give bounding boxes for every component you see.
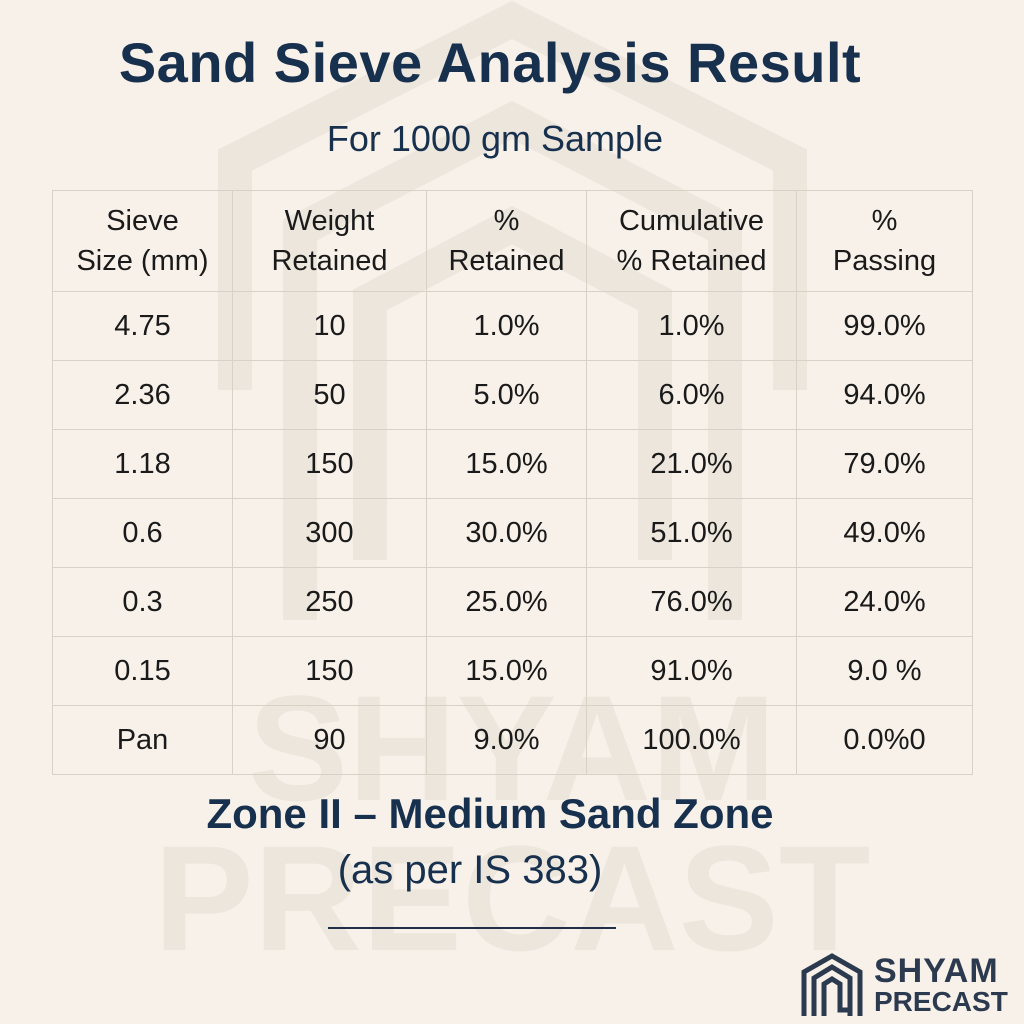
header-line: Weight (284, 205, 375, 237)
cell-sieve-size: 1.18 (52, 429, 233, 499)
header-line: Cumulative (618, 205, 765, 237)
table-row: 0.15 150 15.0% 91.0% 9.0 % (52, 636, 973, 706)
header-line: Retained (271, 245, 388, 277)
cell-percent-passing: 99.0% (796, 291, 973, 361)
cell-cumulative-retained: 1.0% (586, 291, 797, 361)
cell-percent-retained: 30.0% (426, 498, 587, 568)
divider-line (328, 927, 616, 929)
cell-cumulative-retained: 76.0% (586, 567, 797, 637)
logo-text-line2: PRECAST (874, 986, 1008, 1017)
cell-weight-retained: 300 (232, 498, 427, 568)
cell-sieve-size: 0.3 (52, 567, 233, 637)
header-line: Passing (832, 245, 937, 277)
cell-weight-retained: 150 (232, 429, 427, 499)
cell-weight-retained: 250 (232, 567, 427, 637)
table-row: 0.6 300 30.0% 51.0% 49.0% (52, 498, 973, 568)
cell-sieve-size: Pan (52, 705, 233, 775)
header-line: Retained (448, 245, 565, 277)
header-line: % Retained (616, 245, 767, 277)
header-line: Size (mm) (76, 245, 209, 277)
cell-cumulative-retained: 6.0% (586, 360, 797, 430)
cell-cumulative-retained: 91.0% (586, 636, 797, 706)
cell-weight-retained: 10 (232, 291, 427, 361)
table-row: 0.3 250 25.0% 76.0% 24.0% (52, 567, 973, 637)
cell-percent-passing: 9.0 % (796, 636, 973, 706)
house-logo-icon (801, 953, 863, 1016)
cell-percent-retained: 9.0% (426, 705, 587, 775)
header-cumulative-retained: Cumulative % Retained (586, 190, 797, 292)
cell-percent-retained: 25.0% (426, 567, 587, 637)
cell-cumulative-retained: 51.0% (586, 498, 797, 568)
cell-cumulative-retained: 100.0% (586, 705, 797, 775)
cell-cumulative-retained: 21.0% (586, 429, 797, 499)
logo-text-line1: SHYAM (874, 952, 999, 990)
header-line: % (871, 205, 898, 237)
header-line: Sieve (106, 205, 179, 237)
table-row: 2.36 50 5.0% 6.0% 94.0% (52, 360, 973, 430)
header-percent-passing: % Passing (796, 190, 973, 292)
zone-classification: Zone II – Medium Sand Zone (206, 790, 774, 837)
page-subtitle: For 1000 gm Sample (326, 118, 664, 159)
cell-weight-retained: 150 (232, 636, 427, 706)
standard-reference: (as per IS 383) (337, 848, 603, 892)
page-title: Sand Sieve Analysis Result (118, 31, 862, 94)
header-sieve-size: Sieve Size (mm) (52, 190, 233, 292)
cell-sieve-size: 4.75 (52, 291, 233, 361)
cell-percent-passing: 94.0% (796, 360, 973, 430)
cell-percent-passing: 49.0% (796, 498, 973, 568)
table-row: 1.18 150 15.0% 21.0% 79.0% (52, 429, 973, 499)
brand-logo: SHYAM PRECAST (800, 950, 1024, 1018)
cell-percent-passing: 79.0% (796, 429, 973, 499)
table-row: Pan 90 9.0% 100.0% 0.0%0 (52, 705, 973, 775)
table-header-row: Sieve Size (mm) Weight Retained % Retained … (52, 190, 973, 292)
header-weight-retained: Weight Retained (232, 190, 427, 292)
header-percent-retained: % Retained (426, 190, 587, 292)
cell-percent-passing: 0.0%0 (796, 705, 973, 775)
cell-sieve-size: 2.36 (52, 360, 233, 430)
cell-percent-passing: 24.0% (796, 567, 973, 637)
cell-sieve-size: 0.15 (52, 636, 233, 706)
cell-weight-retained: 50 (232, 360, 427, 430)
sieve-analysis-table: Sieve Size (mm) Weight Retained % Retained … (52, 190, 973, 775)
cell-sieve-size: 0.6 (52, 498, 233, 568)
cell-weight-retained: 90 (232, 705, 427, 775)
header-line: % (493, 205, 520, 237)
cell-percent-retained: 5.0% (426, 360, 587, 430)
cell-percent-retained: 15.0% (426, 636, 587, 706)
watermark-line2: PRECAST (154, 814, 871, 982)
table-row: 4.75 10 1.0% 1.0% 99.0% (52, 291, 973, 361)
cell-percent-retained: 15.0% (426, 429, 587, 499)
cell-percent-retained: 1.0% (426, 291, 587, 361)
